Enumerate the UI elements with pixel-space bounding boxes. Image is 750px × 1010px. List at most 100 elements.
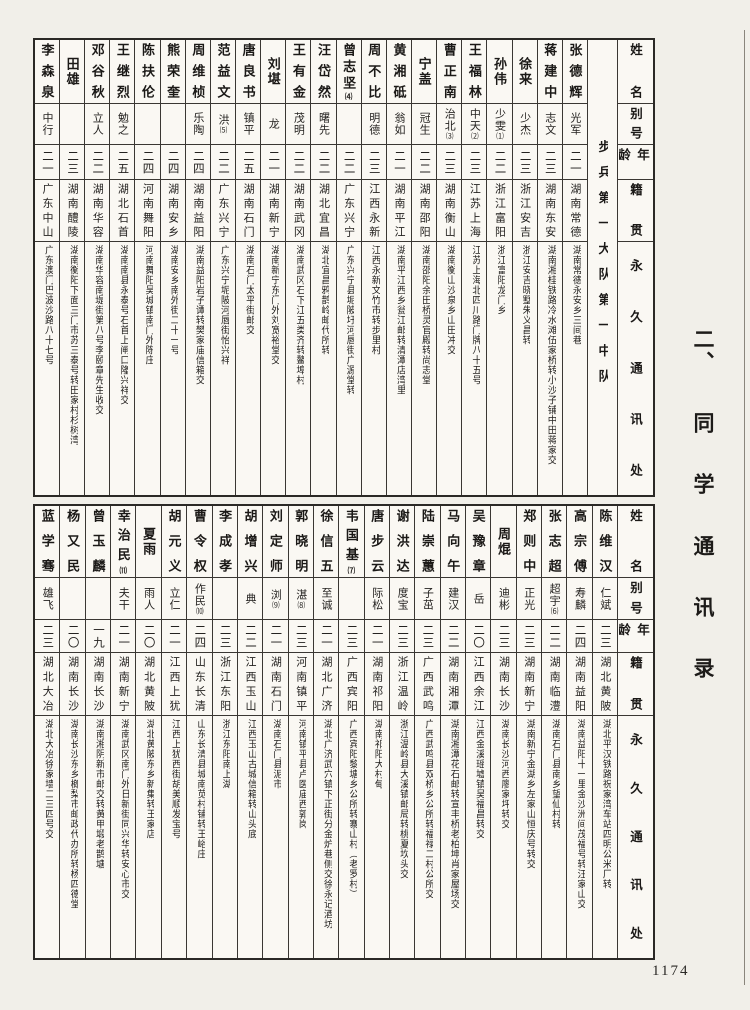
entry-column: 唐步云 际松 二一 湖南祁阳 湖南祁阳大村甸 [363, 506, 389, 958]
address-cell: 湖南石门县南乡望仙村转 [549, 719, 560, 829]
native-place-cell: 湖南新宁 [516, 653, 541, 716]
native-place-cell: 湖南新宁 [111, 653, 136, 716]
section-title-char: 同 [691, 412, 715, 436]
native-place-cell: 湖南衡山 [437, 180, 462, 242]
native-place-cell: 江苏上海 [462, 180, 487, 242]
alias-cell: 至诚 [313, 578, 339, 620]
age-cell: 二三 [592, 620, 617, 653]
alias-cell: 立人 [85, 104, 110, 145]
age-cell: 二一 [34, 145, 60, 180]
entry-column: 周焜 迪彬 二三 湖南长沙 湖南长沙河西廖家坪转交 [490, 506, 516, 958]
entry-column: 胡增兴典二二 江西玉山 江西玉山古城信箱转山头底 [236, 506, 263, 958]
address-cell: 浙江东阳南上湖 [220, 719, 231, 789]
alias-cell: 洪⑸ [210, 104, 236, 145]
name-cell: 陈扶伦 [135, 40, 160, 104]
address-cell: 湖南南县永泰号石首上闸口隆兴祥交 [118, 245, 129, 405]
entry-column: 陆崇蕙 子茁 二三 广西武鸣 广西武鸣县双桥乡公所转福禄二村公所交 [414, 506, 440, 958]
alias-cell [60, 578, 85, 620]
age-cell: 二三 [491, 620, 516, 653]
name-cell: 韦国基⑺ [339, 506, 364, 578]
native-place-cell: 湖南武冈 [286, 180, 311, 242]
age-cell: 二三 [60, 145, 85, 180]
native-place-cell: 湖南长沙 [85, 653, 111, 716]
name-cell: 王福林 [462, 40, 487, 104]
native-place-cell: 湖南临澧 [541, 653, 567, 716]
entry-column: 徐信五 至诚 二一 湖北广济 湖北广济武穴镇下正街分金炉巷侧交徐永记酒坊 [312, 506, 339, 958]
native-place-cell: 湖南平江 [386, 180, 412, 242]
name-cell: 李成孝 [212, 506, 237, 578]
address-cell: 江西永新文竹市转步里村 [369, 245, 380, 355]
address-cell: 湖北大冶徐家墙二三四号交 [43, 719, 54, 839]
alias-cell: 光军 [562, 104, 587, 145]
age-cell: 二三 [415, 620, 440, 653]
age-cell: 二一 [364, 620, 389, 653]
alias-cell: 明德 [361, 104, 386, 145]
age-cell: 二四 [185, 145, 210, 180]
entry-column: 杨又民 二〇 湖南长沙 湖南长沙东乡榔梨市邮政代办所转杨四德堂 [59, 506, 85, 958]
native-place-cell: 山东长清 [187, 653, 212, 716]
name-cell: 范益文 [210, 40, 236, 104]
address-cell: 湖北黄陂东乡新集转王家店 [144, 719, 155, 839]
native-place-cell: 湖南石门 [263, 653, 288, 716]
directory-table-top: 姓名 别号 年龄 籍贯 永久通讯处 步兵第一大队第一中队 张德辉 光军 二一 湖南常德 湖南常德永安… [33, 38, 655, 497]
footnote-mark: ⑺ [346, 566, 356, 575]
native-place-cell: 江西余江 [465, 653, 491, 716]
entry-column: 蓝学骞 雄飞 二三 湖北大冶 湖北大冶徐家墙二三四号交 [35, 506, 60, 958]
header-name: 姓名 [618, 506, 653, 578]
entry-column: 幸治民⑾ 夫干 二一 湖南新宁 湖南武冈南门外日新街同兴华转安心市交 [110, 506, 136, 958]
native-place-cell: 湖南益阳 [185, 180, 210, 242]
entry-column: 胡元义 立仁 二一 江西上犹 江西上犹西街胡美顺发宝号 [160, 506, 187, 958]
entry-column: 范益文 洪⑸ 二二 广东兴宁 广东兴宁坭陂河唇街怡兴祥 [209, 40, 236, 495]
entry-column: 唐良书 镇平 二五 湖南石门 湖南石门太平街邮交 [235, 40, 261, 495]
name-cell: 唐良书 [236, 40, 261, 104]
alias-cell: 正光 [516, 578, 541, 620]
entry-column: 韦国基⑺ 二三 广西宾阳 广西宾阳黎塘乡公所转寨山村（老罗村） [338, 506, 364, 958]
entry-column: 曹正南 治北⑶ 二三 湖南衡山 湖南衡山沙泉乡山田冲交 [436, 40, 462, 495]
address-cell: 湖北平汉铁路祝家湾车站四明公米厂转 [600, 719, 611, 889]
alias-cell: 湛⑻ [288, 578, 313, 620]
section-title-char: 讯 [691, 595, 715, 619]
address-cell: 湖南邵阳余田桥灵官殿转尚志堂 [419, 245, 430, 385]
age-cell: 二四 [187, 620, 212, 653]
name-cell: 熊荣奎 [160, 40, 185, 104]
header-native-place: 籍贯 [618, 180, 653, 242]
entry-column: 曾志坚⑷ 二二 广东兴宁 广东兴宁县坭陂圩河唇街广源堂转 [335, 40, 361, 495]
name-cell: 郑则中 [516, 506, 541, 578]
alias-cell [85, 578, 111, 620]
age-cell: 二三 [389, 620, 415, 653]
address-cell: 江西上犹西街胡美顺发宝号 [169, 719, 180, 839]
entry-column: 汪岱然 曙先 二二 湖北宜昌 湖北宜昌鸦鹊岭邮代所转 [310, 40, 336, 495]
native-place-cell: 湖南东安 [537, 180, 562, 242]
address-cell: 湖南长沙东乡榔梨市邮政代办所转杨四德堂 [68, 719, 79, 909]
alias-cell: 夫干 [111, 578, 136, 620]
native-place-cell: 广东兴宁 [210, 180, 236, 242]
alias-cell: 勉之 [110, 104, 135, 145]
address-cell: 湖南石门太平街邮交 [243, 245, 254, 335]
address-cell: 湖南武冈南门外日新街同兴华转安心市交 [119, 719, 130, 899]
native-place-cell: 广西武鸣 [415, 653, 440, 716]
name-cell: 王有金 [286, 40, 311, 104]
age-cell: 二〇 [60, 620, 85, 653]
age-cell: 二五 [110, 145, 135, 180]
entry-column: 周维桢 乐陶 二四 湖南益阳 湖南益阳岩子谭转樊家庙信箱交 [184, 40, 210, 495]
native-place-cell: 河南舞阳 [135, 180, 160, 242]
age-cell: 二二 [237, 620, 263, 653]
entry-column: 夏雨 雨人 二〇 湖北黄陂 湖北黄陂东乡新集转王家店 [135, 506, 161, 958]
name-cell: 唐步云 [364, 506, 389, 578]
age-cell: 二二 [85, 145, 110, 180]
name-cell: 马向午 [440, 506, 465, 578]
alias-cell: 中天⑵ [462, 104, 487, 145]
footnote-mark: ⑶ [445, 132, 455, 140]
native-place-cell: 湖南邵阳 [412, 180, 437, 242]
native-place-cell: 浙江温岭 [389, 653, 415, 716]
header-address: 永久通讯处 [628, 259, 642, 478]
alias-cell: 曙先 [311, 104, 336, 145]
address-cell: 河南舞阳吴城镇南门外陈庄 [143, 245, 154, 365]
native-place-cell: 湖北石首 [110, 180, 135, 242]
native-place-cell: 湖南益阳 [567, 653, 592, 716]
footnote-mark: ⑸ [218, 126, 228, 134]
name-cell: 孙伟 [487, 40, 512, 104]
name-cell: 高宗傅 [567, 506, 592, 578]
alias-cell: 迪彬 [491, 578, 516, 620]
alias-cell [135, 104, 160, 145]
